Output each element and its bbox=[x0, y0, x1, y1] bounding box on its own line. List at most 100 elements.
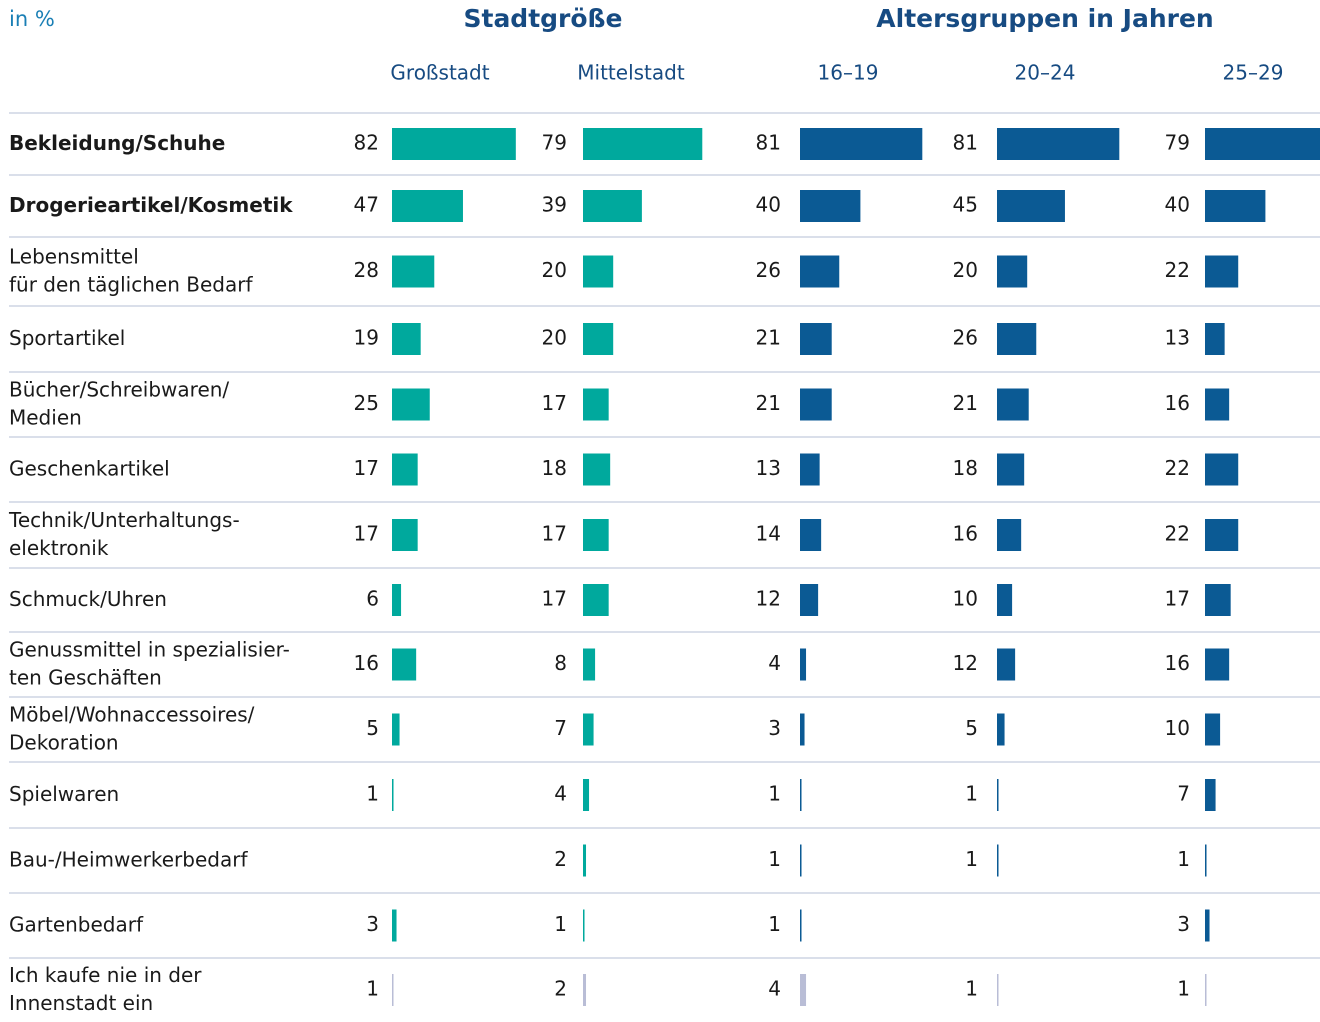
bar bbox=[1205, 648, 1230, 681]
bar bbox=[800, 584, 819, 616]
value-label: 20 bbox=[542, 258, 567, 282]
value-label: 2 bbox=[554, 977, 567, 1001]
bar bbox=[392, 519, 418, 551]
value-label: 17 bbox=[354, 456, 379, 480]
row-label: Gartenbedarf bbox=[9, 912, 144, 936]
value-label: 25 bbox=[354, 391, 379, 415]
bar bbox=[1205, 909, 1210, 942]
value-label: 79 bbox=[1165, 131, 1190, 155]
bar bbox=[997, 323, 1037, 355]
bar bbox=[997, 388, 1029, 421]
column-header: Großstadt bbox=[390, 61, 489, 85]
value-label: 17 bbox=[354, 522, 379, 546]
value-label: 28 bbox=[354, 258, 379, 282]
bar bbox=[800, 255, 840, 288]
value-label: 4 bbox=[768, 977, 781, 1001]
value-label: 1 bbox=[965, 782, 978, 806]
value-label: 19 bbox=[354, 326, 379, 350]
bar bbox=[997, 128, 1120, 160]
value-label: 6 bbox=[366, 587, 379, 611]
bar bbox=[800, 713, 805, 746]
column-header: Mittelstadt bbox=[577, 61, 685, 85]
value-label: 1 bbox=[768, 912, 781, 936]
row-label: Spielwaren bbox=[9, 782, 119, 806]
row-label: Bau-/Heimwerkerbedarf bbox=[9, 847, 248, 871]
bar bbox=[583, 648, 596, 681]
bar bbox=[392, 128, 516, 160]
bar bbox=[997, 648, 1016, 681]
bar bbox=[392, 388, 430, 421]
value-label: 3 bbox=[366, 912, 379, 936]
bar bbox=[997, 519, 1022, 551]
value-label: 22 bbox=[1165, 258, 1190, 282]
bar bbox=[800, 453, 820, 486]
value-label: 17 bbox=[542, 391, 567, 415]
bar bbox=[392, 584, 402, 616]
row-label: Möbel/Wohnaccessoires/Dekoration bbox=[9, 702, 255, 754]
bar bbox=[800, 128, 923, 160]
bar bbox=[583, 128, 703, 160]
row-label: Bücher/Schreibwaren/Medien bbox=[9, 377, 229, 429]
bar bbox=[1205, 323, 1225, 355]
bar bbox=[997, 190, 1065, 222]
value-label: 17 bbox=[542, 522, 567, 546]
value-label: 5 bbox=[965, 716, 978, 740]
value-label: 5 bbox=[366, 716, 379, 740]
value-label: 1 bbox=[1177, 977, 1190, 1001]
value-label: 4 bbox=[554, 782, 567, 806]
row-label: Ich kaufe nie in der Innenstadt ein bbox=[9, 963, 202, 1015]
bar bbox=[800, 844, 802, 877]
bar bbox=[392, 255, 435, 288]
value-label: 1 bbox=[768, 847, 781, 871]
value-label: 17 bbox=[542, 587, 567, 611]
bar bbox=[997, 713, 1005, 746]
bar bbox=[800, 190, 861, 222]
column-header: 25–29 bbox=[1223, 61, 1284, 85]
value-label: 39 bbox=[542, 193, 567, 217]
bar bbox=[392, 453, 418, 486]
bar bbox=[583, 909, 585, 942]
value-label: 13 bbox=[756, 456, 781, 480]
group-header: Stadtgröße bbox=[463, 4, 622, 33]
bar bbox=[997, 974, 999, 1006]
row-label: Bekleidung/Schuhe bbox=[9, 131, 225, 155]
value-label: 3 bbox=[1177, 912, 1190, 936]
bar bbox=[1205, 779, 1216, 811]
bar bbox=[392, 190, 463, 222]
value-label: 17 bbox=[1165, 587, 1190, 611]
value-label: 81 bbox=[756, 131, 781, 155]
value-label: 26 bbox=[953, 326, 978, 350]
value-label: 13 bbox=[1165, 326, 1190, 350]
row-label: Sportartikel bbox=[9, 326, 125, 350]
value-label: 20 bbox=[542, 326, 567, 350]
bar bbox=[1205, 584, 1231, 616]
value-label: 16 bbox=[953, 522, 978, 546]
group-header: Altersgruppen in Jahren bbox=[876, 4, 1213, 33]
row-label: Technik/Unterhaltungs-elektronik bbox=[8, 508, 240, 560]
value-label: 45 bbox=[953, 193, 978, 217]
value-label: 20 bbox=[953, 258, 978, 282]
bar bbox=[1205, 844, 1207, 877]
value-label: 40 bbox=[1165, 193, 1190, 217]
value-label: 12 bbox=[756, 587, 781, 611]
value-label: 16 bbox=[1165, 391, 1190, 415]
bar bbox=[583, 388, 609, 421]
bar bbox=[997, 584, 1013, 616]
bar bbox=[1205, 255, 1239, 288]
row-label: Schmuck/Uhren bbox=[9, 587, 167, 611]
value-label: 1 bbox=[965, 847, 978, 871]
value-label: 1 bbox=[366, 782, 379, 806]
bar bbox=[392, 648, 417, 681]
bar bbox=[1205, 128, 1320, 160]
bar bbox=[800, 388, 832, 421]
unit-label: in % bbox=[9, 7, 55, 31]
value-label: 7 bbox=[554, 716, 567, 740]
bar bbox=[392, 974, 394, 1006]
bar bbox=[392, 713, 400, 746]
bar bbox=[1205, 453, 1239, 486]
bar bbox=[392, 323, 421, 355]
value-label: 12 bbox=[953, 651, 978, 675]
value-label: 81 bbox=[953, 131, 978, 155]
value-label: 7 bbox=[1177, 782, 1190, 806]
